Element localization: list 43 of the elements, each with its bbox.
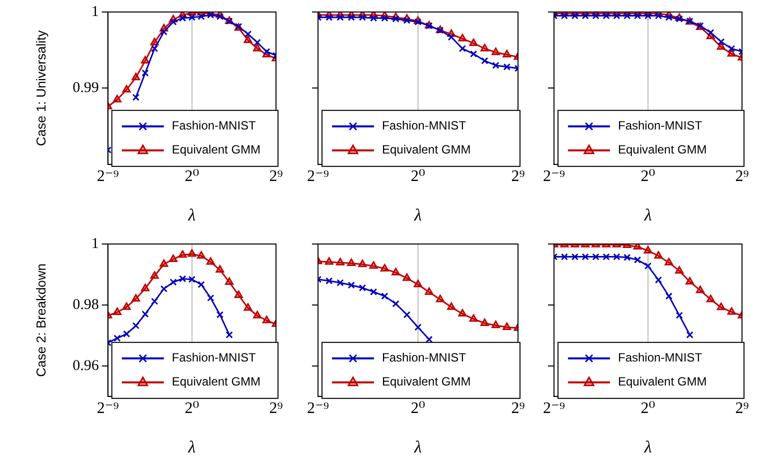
y-axis-title: Case 2: Breakdown — [33, 263, 48, 377]
x-tick-label: 2⁰ — [184, 168, 200, 186]
legend-label: Equivalent GMM — [172, 142, 261, 157]
legend-label: Fashion-MNIST — [172, 350, 257, 365]
x-tick-label: 2⁻⁹ — [96, 400, 120, 418]
x-axis-title: λ — [413, 437, 422, 456]
y-tick-label: 1 — [91, 4, 99, 20]
x-tick-label: 2⁹ — [735, 400, 750, 418]
y-tick-label: 0.96 — [72, 358, 100, 374]
x-axis-title: λ — [643, 437, 652, 456]
x-tick-label: 2⁹ — [269, 168, 284, 186]
x-axis-title: λ — [187, 437, 196, 456]
x-tick-label: 2⁰ — [184, 400, 200, 418]
x-tick-label: 2⁹ — [511, 168, 526, 186]
x-tick-label: 2⁻⁹ — [96, 168, 120, 186]
x-axis-title: λ — [413, 205, 422, 224]
legend-label: Fashion-MNIST — [382, 350, 467, 365]
legend-label: Equivalent GMM — [618, 374, 707, 389]
x-tick-label: 2⁻⁹ — [306, 400, 330, 418]
y-tick-label: 0.99 — [72, 80, 99, 96]
legend-label: Equivalent GMM — [172, 374, 261, 389]
y-tick-label: 0.98 — [72, 296, 99, 313]
x-tick-label: 2⁰ — [410, 400, 426, 418]
legend-label: Equivalent GMM — [618, 142, 707, 157]
legend-label: Equivalent GMM — [382, 374, 471, 389]
x-tick-label: 2⁻⁹ — [542, 400, 566, 418]
legend-label: Equivalent GMM — [382, 142, 471, 157]
x-axis-title: λ — [643, 205, 652, 224]
x-tick-label: 2⁰ — [640, 168, 656, 186]
legend-label: Fashion-MNIST — [172, 118, 257, 133]
x-tick-label: 2⁻⁹ — [306, 168, 330, 186]
legend-label: Fashion-MNIST — [618, 350, 703, 365]
legend-label: Fashion-MNIST — [382, 118, 467, 133]
x-tick-label: 2⁹ — [735, 168, 750, 186]
y-axis-title: Case 1: Universality — [33, 30, 48, 146]
x-tick-label: 2⁰ — [410, 168, 426, 186]
y-tick-label: 1 — [91, 236, 99, 252]
x-axis-title: λ — [187, 205, 196, 224]
x-tick-label: 2⁰ — [640, 400, 656, 418]
x-tick-label: 2⁹ — [269, 400, 284, 418]
x-tick-label: 2⁻⁹ — [542, 168, 566, 186]
legend-label: Fashion-MNIST — [618, 118, 703, 133]
x-tick-label: 2⁹ — [511, 400, 526, 418]
